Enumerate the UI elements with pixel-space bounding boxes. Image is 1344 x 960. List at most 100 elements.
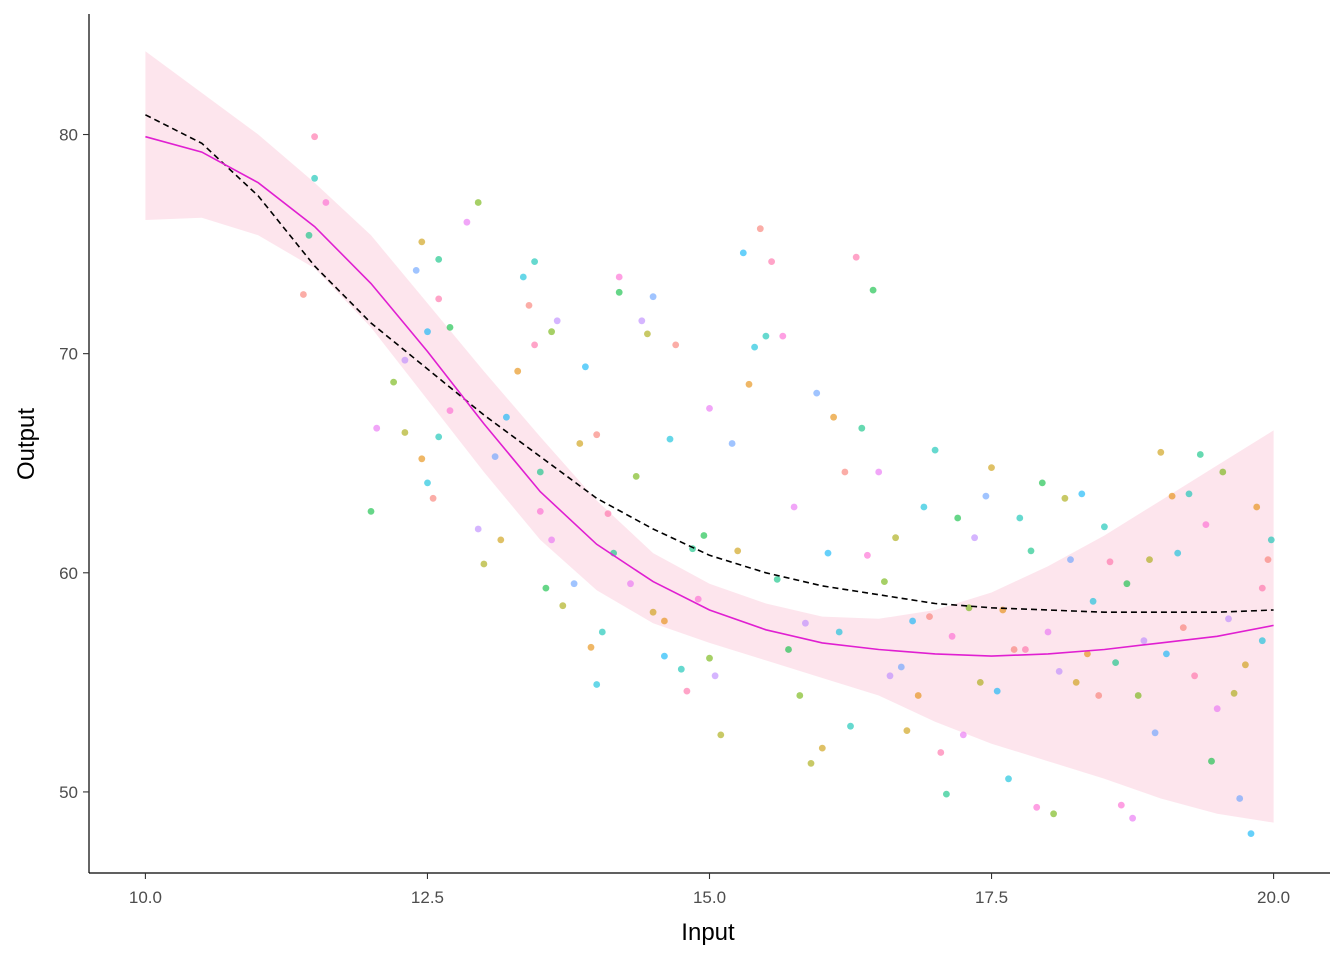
data-point — [818, 744, 826, 752]
data-point — [1101, 523, 1108, 531]
data-point — [1112, 659, 1119, 666]
data-point — [536, 468, 544, 476]
data-point — [864, 551, 871, 559]
data-point — [937, 749, 945, 756]
points-layer — [300, 133, 1275, 837]
data-point — [959, 731, 967, 739]
data-point — [1146, 556, 1153, 563]
data-point — [976, 679, 984, 686]
data-point — [762, 332, 770, 340]
x-tick-label: 12.5 — [411, 888, 444, 907]
data-point — [909, 617, 916, 625]
data-point — [649, 608, 657, 616]
data-point — [632, 473, 640, 480]
data-point — [598, 628, 606, 636]
data-point — [1022, 646, 1029, 653]
data-point — [1157, 448, 1165, 456]
data-point — [802, 619, 809, 627]
data-point — [858, 424, 866, 432]
data-point — [683, 687, 691, 695]
data-point — [1174, 549, 1182, 557]
data-point — [1253, 503, 1261, 511]
data-point — [531, 258, 538, 265]
x-tick-label: 17.5 — [975, 888, 1008, 907]
data-point — [1258, 637, 1266, 645]
data-point — [311, 133, 318, 141]
data-point — [435, 256, 443, 263]
data-point — [875, 468, 883, 476]
data-point — [1005, 775, 1012, 783]
data-point — [446, 407, 454, 414]
data-point — [1140, 637, 1148, 645]
data-point — [943, 790, 950, 798]
data-point — [412, 267, 420, 274]
data-point — [694, 595, 702, 603]
data-point — [1129, 814, 1136, 822]
data-point — [446, 324, 454, 331]
data-point — [841, 468, 849, 476]
data-point — [480, 560, 488, 568]
data-point — [756, 225, 764, 233]
x-tick-label: 10.0 — [129, 888, 162, 907]
data-point — [463, 218, 471, 226]
y-axis-title: Output — [13, 408, 40, 480]
y-tick-label: 80 — [59, 126, 78, 145]
data-point — [706, 654, 713, 662]
data-point — [424, 479, 431, 487]
data-point — [847, 722, 854, 730]
data-point — [1267, 536, 1275, 544]
data-point — [553, 317, 561, 325]
confidence-band — [145, 51, 1274, 823]
data-point — [824, 549, 832, 557]
data-point — [869, 286, 877, 294]
data-point — [367, 508, 375, 515]
data-point — [559, 602, 567, 610]
data-point — [582, 363, 589, 371]
data-point — [773, 576, 781, 583]
data-point — [1106, 558, 1114, 566]
data-point — [666, 435, 674, 443]
data-point — [593, 431, 601, 439]
data-point — [311, 174, 318, 182]
data-point — [1134, 692, 1142, 699]
data-point — [914, 692, 922, 699]
data-point — [401, 356, 409, 364]
data-point — [1061, 494, 1069, 502]
data-point — [1163, 650, 1170, 658]
x-axis-title: Input — [681, 919, 735, 946]
reference-dashed-line — [145, 114, 1274, 613]
data-point — [514, 367, 522, 375]
data-point — [993, 687, 1001, 695]
data-point — [785, 646, 792, 653]
data-point — [576, 440, 584, 447]
data-point — [965, 604, 973, 612]
data-point — [903, 727, 911, 734]
data-point — [768, 258, 775, 265]
data-point — [796, 692, 804, 699]
data-point — [835, 628, 843, 636]
data-point — [1055, 668, 1063, 675]
y-tick-label: 60 — [59, 564, 78, 583]
data-point — [497, 536, 505, 544]
data-point — [807, 760, 815, 767]
data-point — [661, 617, 668, 625]
data-point — [892, 534, 899, 542]
data-point — [548, 536, 555, 544]
data-point — [672, 341, 680, 349]
data-point — [982, 492, 990, 500]
data-point — [474, 525, 482, 533]
data-point — [1208, 757, 1215, 765]
data-point — [1225, 615, 1232, 623]
data-point — [424, 328, 431, 336]
data-point — [429, 494, 437, 502]
data-point — [1219, 468, 1227, 476]
data-point — [1230, 689, 1238, 697]
data-point — [1151, 729, 1159, 737]
data-point — [1196, 451, 1204, 458]
data-point — [627, 580, 634, 588]
data-point — [587, 643, 595, 651]
data-point — [1027, 547, 1035, 555]
data-point — [1010, 646, 1018, 653]
smooth-fit-line — [145, 135, 1274, 657]
